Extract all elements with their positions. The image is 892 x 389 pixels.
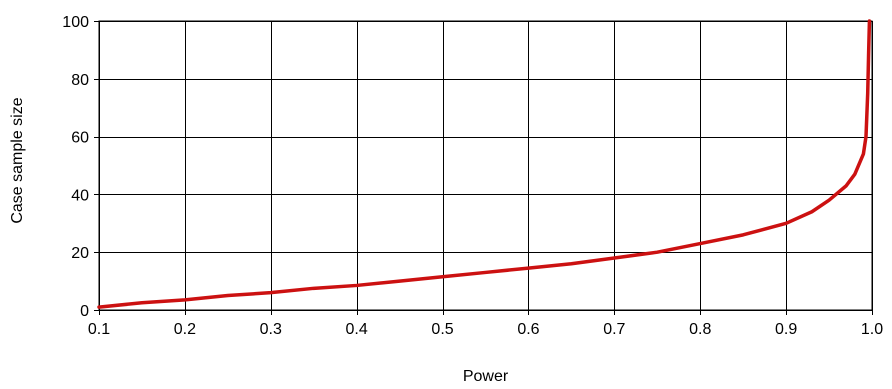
x-axis-title: Power xyxy=(463,368,509,385)
y-gridlines xyxy=(94,21,872,311)
y-axis-title: Case sample size xyxy=(9,97,26,223)
x-tick-labels: 0.1 0.2 0.3 0.4 0.5 0.6 0.7 0.8 0.9 1.0 xyxy=(88,321,883,338)
x-tick-label: 0.1 xyxy=(88,321,110,338)
x-tick-label: 0.7 xyxy=(603,321,625,338)
y-tick-label: 40 xyxy=(71,187,89,204)
series-line xyxy=(97,19,872,309)
y-tick-label: 20 xyxy=(71,245,89,262)
x-tick-label: 0.4 xyxy=(346,321,368,338)
plot-area xyxy=(98,20,873,311)
x-tick-label: 1.0 xyxy=(861,321,883,338)
x-tick-label: 0.3 xyxy=(260,321,282,338)
y-tick-labels: 0 20 40 60 80 100 xyxy=(62,14,89,320)
y-tick-label: 60 xyxy=(71,130,89,147)
series-layer xyxy=(97,19,872,309)
x-tick-label: 0.6 xyxy=(517,321,539,338)
x-tick-label: 0.9 xyxy=(775,321,797,338)
x-tick-label: 0.8 xyxy=(689,321,711,338)
x-tick-label: 0.2 xyxy=(174,321,196,338)
y-tick-label: 100 xyxy=(62,14,89,31)
x-tick-label: 0.5 xyxy=(431,321,453,338)
y-tick-label: 80 xyxy=(71,72,89,89)
y-tick-label: 0 xyxy=(80,303,89,320)
x-gridlines xyxy=(99,21,873,315)
